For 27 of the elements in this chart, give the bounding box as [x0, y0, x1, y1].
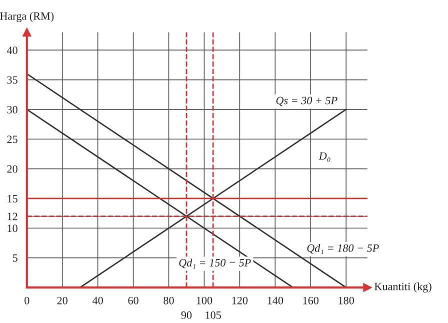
y-tick-label: 5	[12, 254, 18, 262]
annotation: Qd₁ = 180 − 5P	[307, 244, 379, 254]
y-tick-label: 10	[8, 224, 18, 232]
x-tick-label: 140	[268, 296, 284, 304]
x-tick-label: 180	[338, 296, 354, 304]
x-axis-title: Kuantiti (kg)	[374, 282, 432, 293]
ref-line-label: 90	[181, 311, 192, 319]
y-tick-label: 30	[7, 106, 18, 114]
x-tick-label: 160	[303, 296, 319, 304]
y-tick-label: 25	[7, 136, 18, 144]
y-tick-label: 35	[7, 76, 18, 84]
x-tick-label: 20	[57, 296, 68, 304]
x-tick-label: 0	[24, 296, 30, 304]
y-tick-label: 12	[8, 212, 18, 220]
ref-line-label: 105	[206, 311, 221, 319]
y-tick-label: 15	[8, 194, 18, 202]
annotation: Qs = 30 + 5P	[276, 96, 338, 106]
y-tick-label: 40	[6, 46, 18, 54]
y-tick-label: 20	[7, 165, 18, 173]
x-tick-label: 80	[164, 296, 174, 304]
y-axis-title: Harga (RM)	[0, 12, 54, 22]
annotation: D₀	[318, 152, 330, 162]
x-tick-label: 40	[92, 296, 103, 304]
x-tick-label: 100	[196, 296, 212, 304]
annotation: Qd₁ = 150 − 5P	[179, 258, 251, 269]
x-tick-label: 120	[232, 296, 248, 304]
x-tick-label: 60	[128, 296, 138, 304]
